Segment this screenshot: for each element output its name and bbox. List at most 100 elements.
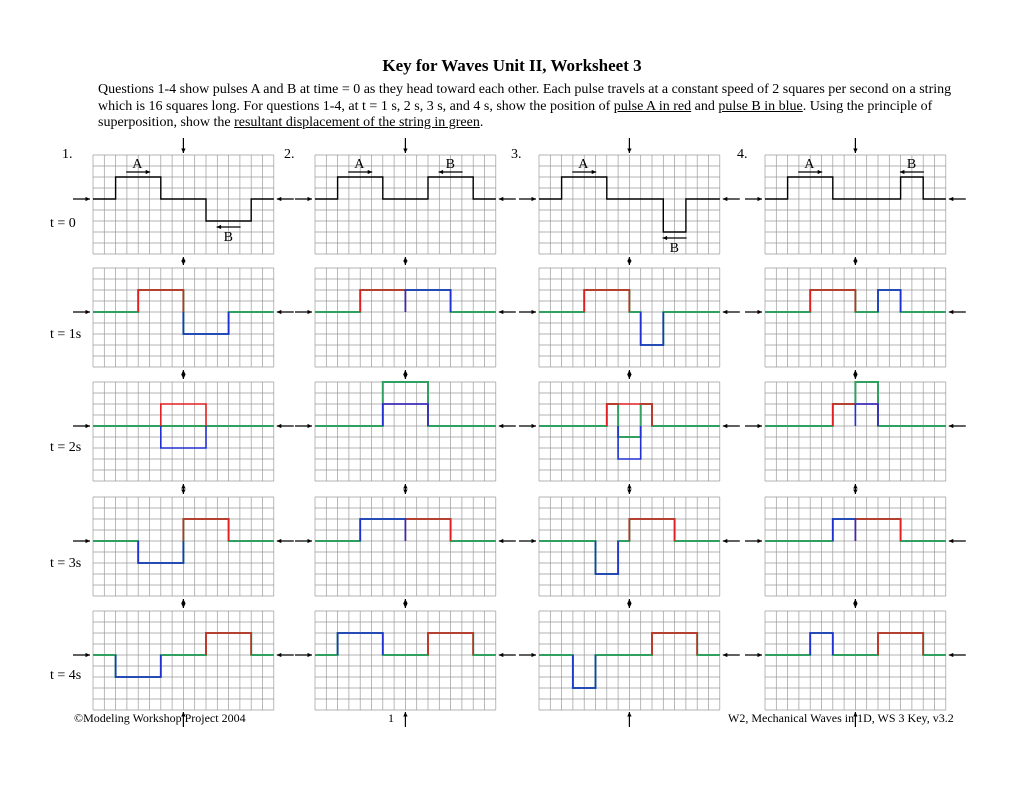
- arrow-left-q2-t0-head: [307, 196, 312, 202]
- arrow-left-q4-t4-head: [757, 652, 762, 658]
- arrow-down-q4-t2-head: [853, 489, 858, 494]
- arrow-right-q3-t1-head: [722, 309, 728, 315]
- pulse-b-q1-t2: [160, 426, 207, 449]
- arrow-down-q1-t3-head: [181, 603, 186, 608]
- arrow-left-q2-t2-head: [307, 423, 312, 429]
- arrow-left-q1-t1-head: [85, 309, 90, 315]
- pulse-a-label-q2-t0: A: [354, 157, 365, 172]
- intro-text: Questions 1-4 show pulses A and B at tim…: [98, 82, 952, 114]
- pulse-a-q3-t1: [583, 289, 631, 312]
- pulse-b-label-q2-t0: B: [446, 157, 455, 172]
- footer-copyright: ©Modeling Workshop Project 2004: [74, 711, 246, 725]
- pulse-b-label-q3-t0: B: [670, 241, 679, 256]
- arrow-down-q1-t0-head: [181, 260, 186, 265]
- arrow-left-q4-t2-head: [757, 423, 762, 429]
- arrow-right-q2-t3-head: [498, 538, 504, 544]
- arrow-up-q1-t3-head: [181, 599, 186, 604]
- time-label-3: t = 3s: [50, 556, 82, 571]
- pulse-b-q3-t2: [617, 426, 642, 460]
- pulse-b-q4-t2: [854, 403, 879, 426]
- time-label-0: t = 0: [50, 216, 76, 231]
- pulse-b-q4-t3: [832, 518, 857, 541]
- arrow-down-q3-t0-head: [627, 260, 632, 265]
- arrow-left-q1-t0-head: [85, 196, 90, 202]
- pulse-b-q1-t3: [137, 541, 185, 564]
- pulse-a-q1-t1: [137, 289, 185, 312]
- arrow-right-q3-t3-head: [722, 538, 728, 544]
- arrow-down-q4-t0-head: [853, 260, 858, 265]
- footer-course: W2, Mechanical Waves in 1D, WS 3 Key, v3…: [728, 711, 954, 725]
- arrow-top-q3-t0-head: [627, 148, 632, 153]
- arrow-up-q3-t3-head: [627, 599, 632, 604]
- question-number-2: 2.: [284, 147, 295, 162]
- arrow-up-q2-t3-head: [403, 599, 408, 604]
- arrow-left-q3-t1-head: [531, 309, 536, 315]
- pulse-b-arrow-q3-t0-head: [662, 235, 668, 241]
- arrow-left-q3-t4-head: [531, 652, 536, 658]
- intro-and: and: [691, 98, 719, 114]
- pulse-a-q3-t4: [651, 632, 698, 655]
- arrow-left-q4-t1-head: [757, 309, 762, 315]
- pulse-b-q2-t1: [404, 289, 452, 312]
- arrow-right-q3-t2-head: [722, 423, 728, 429]
- pulse-a-arrow-q1-t0-head: [145, 169, 151, 175]
- arrow-top-q1-t0-head: [181, 148, 186, 153]
- arrow-right-q4-t0-head: [948, 196, 954, 202]
- pulse-b-arrow-q1-t0-head: [216, 224, 222, 230]
- pulse-a-q1-t4: [205, 632, 252, 655]
- pulse-a-q4-t4: [877, 632, 924, 655]
- arrow-left-q1-t4-head: [85, 652, 90, 658]
- pulse-a-q4-t1: [809, 289, 857, 312]
- pulse-b-q2-t4: [336, 632, 384, 655]
- arrow-down-q2-t0-head: [403, 260, 408, 265]
- arrow-left-q3-t3-head: [531, 538, 536, 544]
- arrow-up-q4-t2-head: [853, 484, 858, 489]
- arrow-right-q1-t1-head: [276, 309, 282, 315]
- pulse-a-label-q3-t0: A: [578, 157, 589, 172]
- arrow-right-q2-t4-head: [498, 652, 504, 658]
- arrow-left-q2-t1-head: [307, 309, 312, 315]
- string-q3-t0: [539, 176, 720, 233]
- arrow-up-q2-t1-head: [403, 370, 408, 375]
- arrow-right-q3-t4-head: [722, 652, 728, 658]
- arrow-right-q4-t3-head: [948, 538, 954, 544]
- arrow-left-q1-t2-head: [85, 423, 90, 429]
- arrow-right-q4-t2-head: [948, 423, 954, 429]
- pulse-a-label-q1-t0: A: [132, 157, 143, 172]
- pulse-a-q1-t2: [160, 403, 207, 426]
- time-label-4: t = 4s: [50, 668, 82, 683]
- pulse-b-arrow-q4-t0-head: [899, 169, 905, 175]
- arrow-up-q1-t2-head: [181, 484, 186, 489]
- arrow-up-q4-t0-head: [853, 257, 858, 262]
- arrow-left-q2-t3-head: [307, 538, 312, 544]
- arrow-down-q4-t1-head: [853, 374, 858, 379]
- arrow-right-q2-t0-head: [498, 196, 504, 202]
- question-number-3: 3.: [511, 147, 522, 162]
- pulse-b-q2-t3: [359, 518, 407, 541]
- arrow-right-q1-t2-head: [276, 423, 282, 429]
- arrow-left-q4-t0-head: [757, 196, 762, 202]
- pulse-b-label-q1-t0: B: [224, 230, 233, 245]
- pulse-a-arrow-q4-t0-head: [817, 169, 823, 175]
- pulse-a-q1-t3: [182, 518, 230, 541]
- arrow-down-q2-t3-head: [403, 603, 408, 608]
- arrow-up-q3-t2-head: [627, 484, 632, 489]
- arrow-left-q2-t4-head: [307, 652, 312, 658]
- arrow-up-q3-t0-head: [627, 257, 632, 262]
- pulse-a-q3-t2: [606, 403, 653, 426]
- arrow-down-q3-t3-head: [627, 603, 632, 608]
- page-title: Key for Waves Unit II, Worksheet 3: [382, 56, 642, 75]
- question-number-4: 4.: [737, 147, 748, 162]
- string-q4-t0: [765, 176, 946, 200]
- arrow-down-q3-t2-head: [627, 489, 632, 494]
- pulse-b-q1-t4: [114, 655, 162, 678]
- time-label-2: t = 2s: [50, 440, 82, 455]
- pulse-a-instruction: pulse A in red: [613, 98, 692, 114]
- arrow-down-q2-t1-head: [403, 374, 408, 379]
- arrow-right-q4-t4-head: [948, 652, 954, 658]
- arrow-left-q1-t3-head: [85, 538, 90, 544]
- arrow-left-q4-t3-head: [757, 538, 762, 544]
- arrow-up-q3-t1-head: [627, 370, 632, 375]
- arrow-up-q1-t1-head: [181, 370, 186, 375]
